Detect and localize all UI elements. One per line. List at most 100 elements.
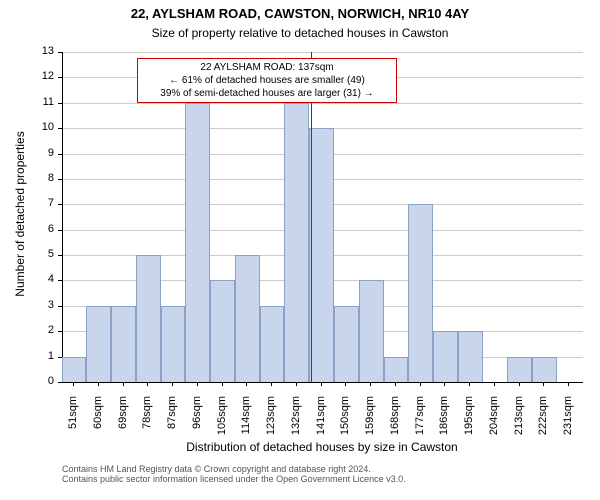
x-tick-label: 159sqm [364, 396, 376, 446]
x-tick-label: 78sqm [141, 396, 153, 446]
y-tick [58, 255, 62, 256]
x-tick-label: 132sqm [290, 396, 302, 446]
x-tick [98, 382, 99, 386]
caption-line: Contains public sector information licen… [62, 474, 582, 484]
histogram-bar [210, 280, 235, 382]
histogram-bar [384, 357, 409, 382]
y-tick [58, 154, 62, 155]
histogram-bar [136, 255, 161, 382]
annotation-line: 39% of semi-detached houses are larger (… [142, 87, 392, 100]
histogram-bar [359, 280, 384, 382]
histogram-bar [111, 306, 136, 382]
histogram-bar [309, 128, 334, 382]
y-tick [58, 306, 62, 307]
y-tick-label: 12 [30, 70, 54, 82]
gridline [63, 52, 583, 53]
y-tick-label: 4 [30, 273, 54, 285]
histogram-bar [260, 306, 285, 382]
y-tick [58, 382, 62, 383]
x-tick-label: 114sqm [240, 396, 252, 446]
histogram-bar [408, 204, 433, 382]
y-tick-label: 10 [30, 121, 54, 133]
x-tick [271, 382, 272, 386]
chart-subtitle: Size of property relative to detached ho… [0, 26, 600, 40]
y-tick-label: 6 [30, 223, 54, 235]
y-tick-label: 0 [30, 375, 54, 387]
x-tick [321, 382, 322, 386]
x-tick [172, 382, 173, 386]
histogram-bar [532, 357, 557, 382]
histogram-bar [507, 357, 532, 382]
x-tick-label: 186sqm [438, 396, 450, 446]
y-tick-label: 8 [30, 172, 54, 184]
histogram-bar [86, 306, 111, 382]
y-tick [58, 128, 62, 129]
chart-title: 22, AYLSHAM ROAD, CAWSTON, NORWICH, NR10… [0, 6, 600, 21]
y-tick [58, 52, 62, 53]
histogram-bar [458, 331, 483, 382]
x-tick [123, 382, 124, 386]
x-tick-label: 195sqm [463, 396, 475, 446]
x-tick [296, 382, 297, 386]
y-tick [58, 179, 62, 180]
x-tick [543, 382, 544, 386]
x-tick [568, 382, 569, 386]
y-tick-label: 1 [30, 350, 54, 362]
y-tick-label: 2 [30, 324, 54, 336]
annotation-line: ← 61% of detached houses are smaller (49… [142, 74, 392, 87]
x-tick-label: 105sqm [216, 396, 228, 446]
x-tick [370, 382, 371, 386]
y-tick-label: 11 [30, 96, 54, 108]
annotation-line: 22 AYLSHAM ROAD: 137sqm [142, 61, 392, 74]
x-tick [197, 382, 198, 386]
x-tick-label: 204sqm [488, 396, 500, 446]
y-tick [58, 357, 62, 358]
x-tick [444, 382, 445, 386]
y-tick-label: 3 [30, 299, 54, 311]
x-tick [494, 382, 495, 386]
x-tick-label: 141sqm [315, 396, 327, 446]
y-tick-label: 5 [30, 248, 54, 260]
histogram-bar [161, 306, 186, 382]
histogram-bar [284, 103, 309, 382]
y-tick [58, 77, 62, 78]
y-tick [58, 280, 62, 281]
chart-container: 22, AYLSHAM ROAD, CAWSTON, NORWICH, NR10… [0, 0, 600, 500]
annotation-box: 22 AYLSHAM ROAD: 137sqm ← 61% of detache… [137, 58, 397, 103]
x-tick [246, 382, 247, 386]
x-tick [395, 382, 396, 386]
x-tick-label: 51sqm [67, 396, 79, 446]
histogram-bar [433, 331, 458, 382]
x-tick-label: 231sqm [562, 396, 574, 446]
y-tick-label: 9 [30, 147, 54, 159]
x-tick [222, 382, 223, 386]
histogram-bar [334, 306, 359, 382]
histogram-bar [235, 255, 260, 382]
x-tick-label: 87sqm [166, 396, 178, 446]
x-tick [147, 382, 148, 386]
histogram-bar [185, 103, 210, 382]
x-tick [345, 382, 346, 386]
x-tick [519, 382, 520, 386]
x-tick-label: 150sqm [339, 396, 351, 446]
y-axis-label: Number of detached properties [13, 114, 27, 314]
x-tick-label: 69sqm [117, 396, 129, 446]
x-tick-label: 222sqm [537, 396, 549, 446]
y-tick [58, 331, 62, 332]
histogram-bar [62, 357, 87, 382]
y-tick-label: 13 [30, 45, 54, 57]
x-tick [73, 382, 74, 386]
y-tick [58, 204, 62, 205]
y-tick-label: 7 [30, 197, 54, 209]
x-tick-label: 123sqm [265, 396, 277, 446]
x-tick-label: 213sqm [513, 396, 525, 446]
y-tick [58, 103, 62, 104]
x-tick-label: 177sqm [414, 396, 426, 446]
x-tick-label: 60sqm [92, 396, 104, 446]
x-tick [420, 382, 421, 386]
caption: Contains HM Land Registry data © Crown c… [62, 464, 582, 484]
x-tick-label: 96sqm [191, 396, 203, 446]
caption-line: Contains HM Land Registry data © Crown c… [62, 464, 582, 474]
x-tick [469, 382, 470, 386]
x-tick-label: 168sqm [389, 396, 401, 446]
